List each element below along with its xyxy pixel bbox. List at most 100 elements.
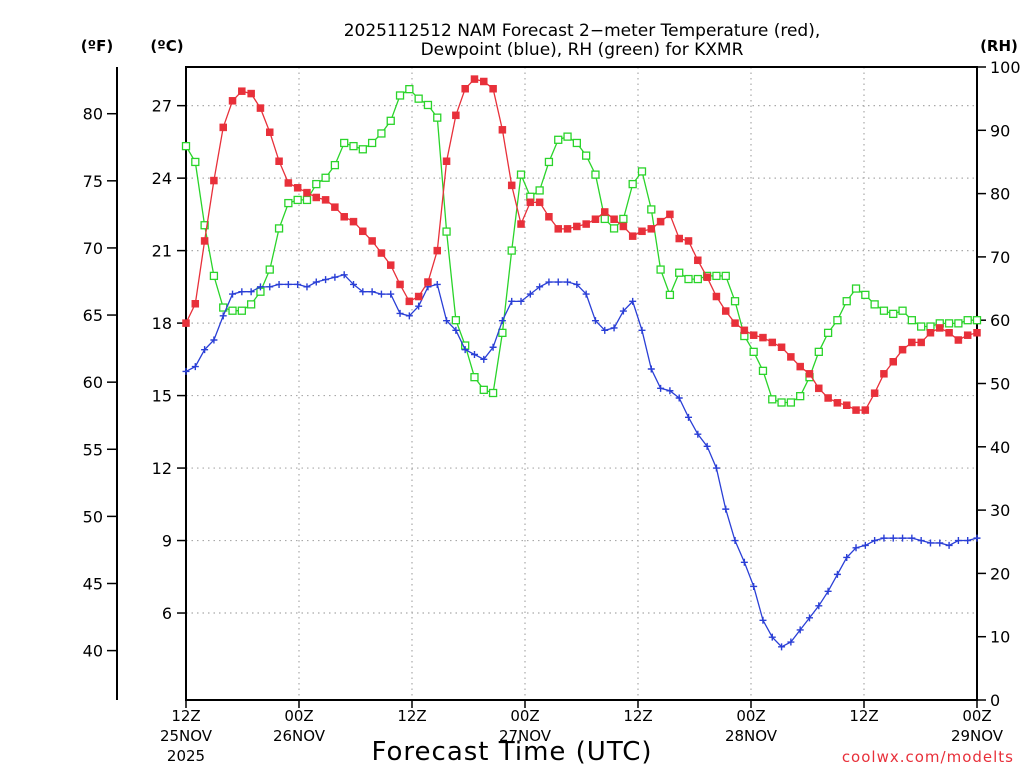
fahrenheit-tick-label: 75 <box>83 172 103 191</box>
temperature-point <box>396 280 404 289</box>
temperature-point <box>656 217 665 226</box>
celsius-tick-label: 15 <box>152 387 172 406</box>
dewpoint-point <box>908 534 916 542</box>
rh-point <box>405 85 414 94</box>
temperature-point <box>182 319 190 327</box>
temperature-point <box>238 87 246 95</box>
fahrenheit-tick-label: 80 <box>83 105 103 124</box>
temperature-point <box>740 326 749 335</box>
dewpoint-point <box>498 317 506 325</box>
rh-point <box>358 145 367 154</box>
temperature-point <box>684 237 693 245</box>
rh-point <box>451 316 461 325</box>
dewpoint-point <box>461 346 469 354</box>
dewpoint-point <box>377 290 385 298</box>
rh-point <box>693 274 702 284</box>
rh-point <box>675 268 684 277</box>
temperature-point <box>321 196 330 204</box>
temperature-point <box>414 292 423 301</box>
temperature-point <box>777 343 786 352</box>
rh-point <box>777 398 786 407</box>
temperature-point <box>386 261 395 269</box>
temperature-point <box>675 234 683 243</box>
rh-point <box>367 138 377 148</box>
rh-tick-label: 30 <box>990 501 1010 520</box>
celsius-tick-label: 24 <box>152 169 172 188</box>
rh-point <box>786 398 796 407</box>
temperature-point <box>247 89 255 98</box>
temperature-point <box>833 399 842 407</box>
dewpoint-point <box>443 317 451 325</box>
dewpoint-point <box>229 290 237 298</box>
rh-point <box>712 271 721 281</box>
rh-point <box>274 224 284 233</box>
fahrenheit-axis-unit: (ºF) <box>81 37 113 55</box>
dewpoint-point <box>685 413 693 421</box>
rh-tick-label: 50 <box>990 375 1010 394</box>
rh-tick-label: 60 <box>990 311 1010 330</box>
rh-line <box>185 88 977 404</box>
dewpoint-point <box>815 602 823 610</box>
fahrenheit-tick-label: 40 <box>83 642 103 661</box>
temperature-point <box>768 338 777 347</box>
rh-point <box>516 170 526 179</box>
celsius-tick-label: 21 <box>152 242 172 261</box>
temperature-point <box>889 358 897 366</box>
dewpoint-point <box>266 283 274 291</box>
rh-point <box>926 322 935 331</box>
chart-title-line2: Dewpoint (blue), RH (green) for KXMR <box>421 40 744 60</box>
temperature-point <box>452 111 460 120</box>
rh-point <box>833 316 842 325</box>
dewpoint-point <box>508 297 516 305</box>
dewpoint-point <box>247 288 255 296</box>
dewpoint-point <box>238 288 246 296</box>
temperature-point <box>442 157 451 165</box>
temperature-point <box>908 338 916 347</box>
rh-point <box>330 160 340 170</box>
rh-point <box>721 271 730 281</box>
temperature-point <box>936 324 944 332</box>
dewpoint-point <box>582 290 590 298</box>
temperature-point <box>210 176 218 185</box>
dewpoint-point <box>945 541 953 549</box>
dewpoint-point <box>954 537 962 545</box>
rh-axis-unit: (RH) <box>980 37 1018 55</box>
dewpoint-point <box>433 280 441 288</box>
temperature-line <box>185 78 978 411</box>
dewpoint-point <box>489 343 497 351</box>
x-tick-label: 12Z <box>397 707 426 725</box>
rh-point <box>209 271 219 281</box>
temperature-point <box>787 353 795 361</box>
temperature-point <box>340 213 348 221</box>
x-tick-label: 00Z <box>284 707 313 725</box>
dewpoint-point <box>387 290 395 298</box>
rh-point <box>395 91 405 100</box>
dewpoint-point <box>964 537 972 545</box>
temperature-point <box>433 246 442 255</box>
temperature-point <box>461 84 469 93</box>
rh-tick-label: 90 <box>990 121 1010 140</box>
temperature-point <box>628 232 637 240</box>
axes <box>107 66 986 708</box>
dewpoint-point <box>703 442 711 450</box>
temperature-point <box>331 203 339 211</box>
rh-point <box>591 170 600 179</box>
dewpoint-point <box>833 570 841 578</box>
dewpoint-point <box>601 326 609 334</box>
rh-point <box>507 246 516 255</box>
dewpoint-point <box>750 582 758 590</box>
temperature-point <box>498 126 507 134</box>
fahrenheit-tick-label: 60 <box>83 373 103 392</box>
rh-point <box>433 113 442 122</box>
rh-tick-label: 20 <box>990 564 1010 583</box>
temperature-point <box>591 215 600 223</box>
dewpoint-point <box>554 278 562 286</box>
temperature-point <box>926 329 935 337</box>
dewpoint-point <box>591 317 599 325</box>
rh-point <box>265 265 274 274</box>
rh-point <box>954 319 963 328</box>
dewpoint-point <box>843 553 851 561</box>
x-tick-year-label: 2025 <box>167 747 205 765</box>
dewpoint-point <box>973 534 981 542</box>
temperature-point <box>470 75 479 83</box>
